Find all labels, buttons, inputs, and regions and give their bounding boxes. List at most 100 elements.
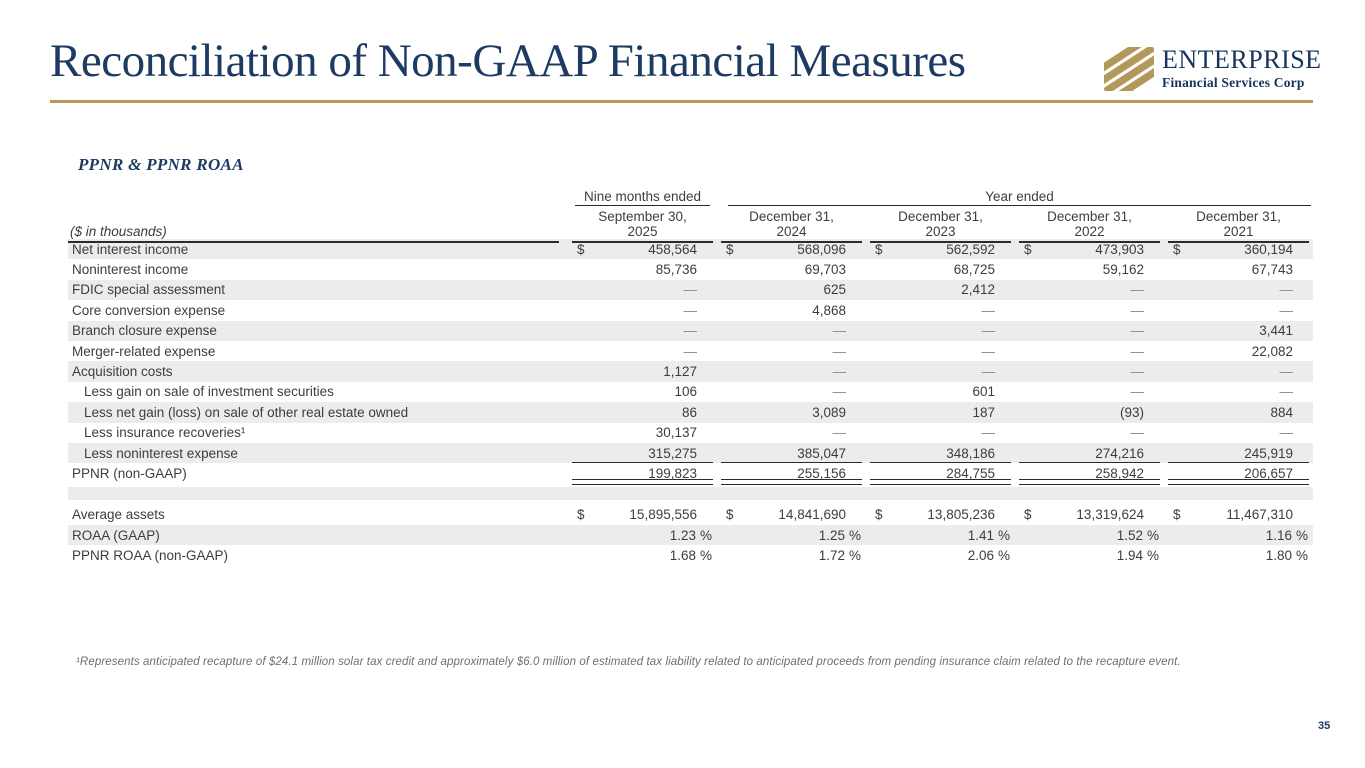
cell-value: 15,895,556 [629, 507, 697, 523]
cell-value: 1.23 [669, 527, 696, 543]
value-cell: $473,903 [1015, 239, 1164, 259]
value-cell: 59,162 [1015, 259, 1164, 279]
page-number: 35 [1318, 720, 1331, 732]
dollar-sign: $ [726, 241, 734, 257]
value-cell: — [568, 341, 717, 361]
table-row: Acquisition costs 1,127 — — — — [68, 361, 1313, 382]
cell-value: 30,137 [655, 425, 697, 441]
value-cell: 255,156 [717, 463, 866, 486]
value-cell: — [1015, 423, 1164, 443]
value-cell: 199,823 [568, 463, 717, 486]
cell-value: 22,082 [1251, 343, 1293, 359]
group-header-label: Year ended [985, 189, 1054, 204]
cell-value: 13,805,236 [927, 507, 995, 523]
column-header-line1: December 31, [1047, 209, 1132, 224]
cell-value: — [1130, 425, 1145, 441]
value-cell: — [1015, 280, 1164, 300]
units-note: ($ in thousands) [70, 224, 167, 239]
row-label-cell: Less net gain (loss) on sale of other re… [68, 402, 568, 422]
column-header-line2: 2021 [1223, 224, 1254, 239]
column-header-line1: December 31, [1196, 209, 1281, 224]
column-header-line1: September 30, [598, 209, 687, 224]
row-label-cell: PPNR ROAA (non-GAAP) [68, 545, 568, 565]
percent-sign: % [699, 548, 712, 564]
value-cell: — [866, 300, 1015, 320]
value-cell: 85,736 [568, 259, 717, 279]
value-cell: 284,755 [866, 463, 1015, 486]
value-cell: — [568, 321, 717, 341]
cell-value: 14,841,690 [778, 507, 846, 523]
dollar-sign: $ [1024, 507, 1032, 523]
value-cell: 245,919 [1164, 443, 1313, 464]
value-cell: 30,137 [568, 423, 717, 443]
column-header-line2: 2025 [627, 224, 658, 239]
cell-value: 258,942 [1095, 465, 1144, 481]
row-label: Noninterest income [72, 262, 189, 278]
value-cell: — [1164, 423, 1313, 443]
row-label-cell: Branch closure expense [68, 321, 568, 341]
cell-value: 1.41 [967, 527, 994, 543]
cell-value: — [981, 425, 996, 441]
value-cell: 86 [568, 402, 717, 422]
cell-value: 59,162 [1102, 262, 1144, 278]
value-cell: 274,216 [1015, 443, 1164, 464]
value-cell: 385,047 [717, 443, 866, 464]
cell-value: 3,441 [1259, 323, 1293, 339]
percent-sign: % [997, 527, 1010, 543]
value-cell: — [717, 341, 866, 361]
table-row: Average assets $15,895,556 $14,841,690 $13,… [68, 505, 1313, 525]
cell-value: 360,194 [1244, 241, 1293, 257]
value-cell: — [1164, 280, 1313, 300]
cell-value: 187 [972, 404, 995, 420]
value-cell: — [1015, 361, 1164, 381]
dollar-sign: $ [1024, 241, 1032, 257]
cell-value: 2,412 [961, 282, 995, 298]
cell-value: 86 [681, 404, 697, 420]
cell-value: 245,919 [1244, 445, 1293, 461]
cell-value: 562,592 [946, 241, 995, 257]
value-cell: — [866, 321, 1015, 341]
value-cell: — [568, 300, 717, 320]
table-row: PPNR (non-GAAP) 199,823 255,156 284,755 258,… [68, 463, 1313, 486]
dollar-sign: $ [1173, 241, 1181, 257]
table-row: Merger-related expense — — — — 22,082 [68, 341, 1313, 361]
group-header-nine-months: Nine months ended [568, 185, 717, 206]
table-row: FDIC special assessment — 625 2,412 — — [68, 279, 1313, 301]
table-row: Less net gain (loss) on sale of other re… [68, 402, 1313, 423]
value-cell: (93) [1015, 402, 1164, 422]
table-row: Net interest income $458,564 $568,096 $562,… [68, 239, 1313, 260]
cell-value: — [1130, 364, 1145, 380]
row-label: PPNR ROAA (non-GAAP) [72, 548, 229, 564]
row-label: Core conversion expense [72, 302, 226, 318]
value-cell: — [1164, 361, 1313, 381]
value-cell: 4,868 [717, 300, 866, 320]
cell-value: — [981, 323, 996, 339]
cell-value: — [1279, 282, 1294, 298]
cell-value: — [1279, 384, 1294, 400]
cell-value: — [1130, 302, 1145, 318]
dollar-sign: $ [577, 241, 585, 257]
value-cell: — [1015, 300, 1164, 320]
logo-name: ENTERPRISE [1162, 45, 1322, 74]
dollar-sign: $ [577, 507, 585, 523]
row-label-cell: Less gain on sale of investment securiti… [68, 382, 568, 402]
value-cell: — [1015, 341, 1164, 361]
column-header: December 31, 2023 [866, 204, 1015, 243]
logo-text: ENTERPRISE Financial Services Corp [1162, 47, 1322, 90]
row-label-cell: Acquisition costs [68, 361, 568, 381]
value-cell: 1.23% [568, 525, 717, 545]
value-cell: $14,841,690 [717, 505, 866, 525]
value-cell: 625 [717, 280, 866, 300]
value-cell: — [717, 382, 866, 402]
row-label: Less insurance recoveries¹ [84, 425, 246, 441]
cell-value: 1.52 [1116, 527, 1143, 543]
cell-value: 1.68 [669, 548, 696, 564]
percent-sign: % [997, 548, 1010, 564]
column-header-row: ($ in thousands) September 30, 2025 Decemb… [68, 204, 1313, 243]
value-cell: 258,942 [1015, 463, 1164, 486]
value-cell: 1.16% [1164, 525, 1313, 545]
logo-subtitle: Financial Services Corp [1162, 75, 1305, 90]
value-cell: $13,319,624 [1015, 505, 1164, 525]
value-cell: $568,096 [717, 239, 866, 259]
financial-table: Nine months ended Year ended ($ in thous… [68, 185, 1313, 566]
